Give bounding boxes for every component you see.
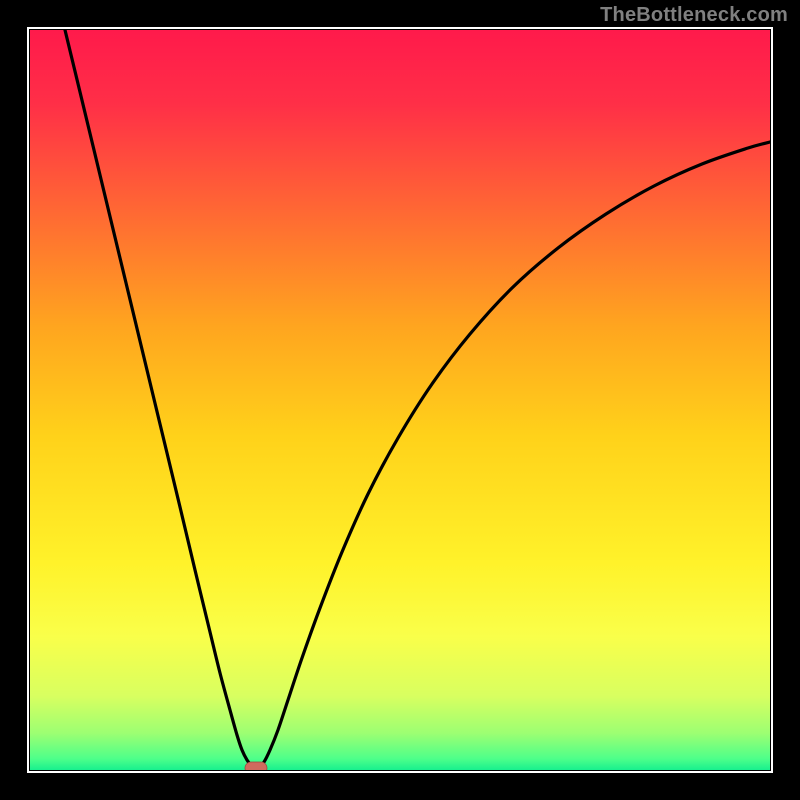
watermark-text: TheBottleneck.com — [600, 4, 788, 27]
figure-root: TheBottleneck.com — [0, 0, 800, 800]
plot-background — [30, 30, 770, 770]
chart-svg — [0, 0, 800, 800]
